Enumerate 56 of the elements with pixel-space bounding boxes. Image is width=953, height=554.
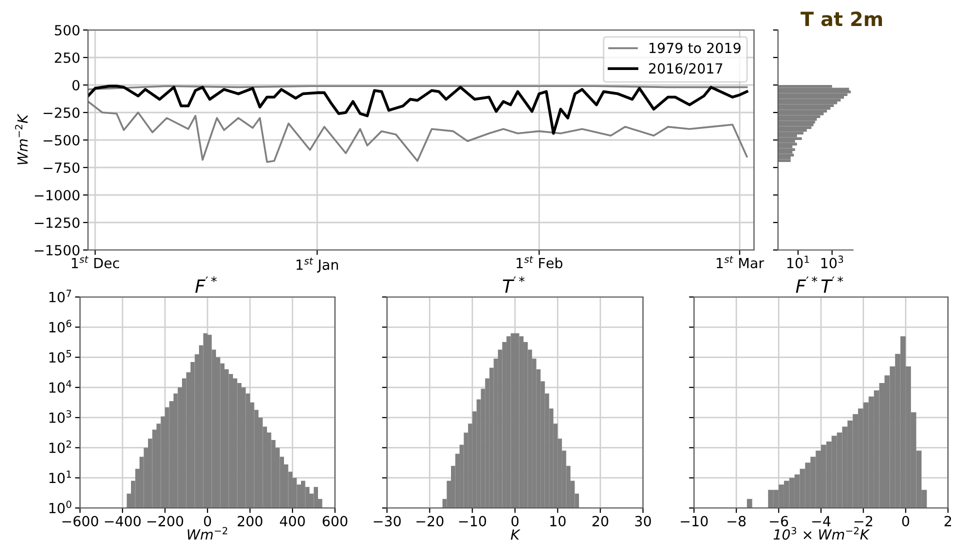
x-tick-label: 400 bbox=[280, 516, 305, 526]
x-tick-label: 10$^{3}$ bbox=[821, 256, 844, 268]
x-tick-label: −30 bbox=[374, 516, 401, 526]
x-tick-label: 10$^{1}$ bbox=[787, 256, 809, 268]
y-tick-label: −500 bbox=[44, 134, 80, 146]
x-tick-label: 1$^{st}$ Dec bbox=[72, 256, 120, 268]
x-tick-label: 0 bbox=[902, 516, 910, 526]
x-tick-label: −20 bbox=[416, 516, 444, 526]
y-tick-label: 500 bbox=[54, 24, 80, 36]
x-tick-label: 20 bbox=[592, 516, 608, 526]
x-tick-label: 1$^{st}$ Jan bbox=[296, 258, 338, 273]
y-tick-label: −250 bbox=[44, 107, 80, 118]
y-tick-label: 10$^{4}$ bbox=[49, 380, 72, 393]
x-tick-label: −600 bbox=[62, 516, 98, 526]
y-tick-label: −1250 bbox=[34, 217, 80, 228]
y-tick-label: 10$^{3}$ bbox=[49, 410, 72, 423]
y-tick-label: 10$^{6}$ bbox=[49, 320, 72, 333]
line-series bbox=[88, 84, 748, 135]
y-tick-label: −750 bbox=[44, 162, 80, 173]
x-tick-label: −10 bbox=[680, 516, 708, 526]
x-tick-label: 10 bbox=[550, 516, 566, 526]
x-axis-title: 10$^{3}$ × Wm$^{−2}$K bbox=[774, 526, 870, 540]
y-tick-label: 250 bbox=[54, 52, 80, 63]
y-tick-label: 10$^{1}$ bbox=[49, 470, 72, 484]
x-axis-title: K bbox=[510, 530, 520, 540]
x-tick-label: 1$^{st}$ Feb bbox=[516, 256, 562, 268]
y-tick-label: 0 bbox=[72, 80, 80, 90]
x-tick-label: −2 bbox=[854, 516, 872, 526]
x-tick-label: 0 bbox=[204, 516, 211, 526]
legend-label: 1979 to 2019 bbox=[650, 42, 741, 54]
x-tick-label: −6 bbox=[770, 516, 788, 526]
chart-title: T$^{′*}$ bbox=[502, 276, 525, 293]
x-tick-label: −10 bbox=[459, 516, 486, 526]
y-tick-label: −1500 bbox=[34, 244, 80, 256]
y-axis-title: Wm$^{−2}$K bbox=[15, 113, 28, 164]
x-tick-label: −4 bbox=[812, 516, 830, 526]
x-tick-label: 600 bbox=[322, 516, 348, 526]
x-tick-label: 30 bbox=[635, 516, 651, 526]
chart-title: F$^{′*}$T$^{′*}$ bbox=[796, 276, 844, 293]
y-tick-label: 10$^{7}$ bbox=[49, 290, 72, 302]
line-series bbox=[88, 100, 748, 163]
y-tick-label: 10$^{5}$ bbox=[49, 350, 72, 363]
y-tick-label: −1000 bbox=[34, 190, 80, 200]
x-tick-label: −200 bbox=[147, 516, 184, 526]
x-tick-label: 0 bbox=[511, 516, 518, 526]
x-tick-label: −400 bbox=[104, 516, 141, 526]
x-tick-label: 1$^{st}$ Mar bbox=[716, 256, 764, 268]
x-tick-label: 200 bbox=[238, 516, 262, 526]
x-tick-label: −8 bbox=[728, 516, 746, 526]
x-axis-title: Wm$^{−2}$ bbox=[188, 526, 228, 540]
y-tick-label: 10$^{2}$ bbox=[49, 440, 71, 454]
chart-title: T at 2m bbox=[800, 12, 882, 26]
y-tick-label: 10$^{0}$ bbox=[49, 500, 72, 514]
chart-title: F$^{′*}$ bbox=[195, 276, 217, 293]
legend-label: 2016/2017 bbox=[649, 63, 722, 75]
x-tick-label: 2 bbox=[944, 516, 952, 526]
